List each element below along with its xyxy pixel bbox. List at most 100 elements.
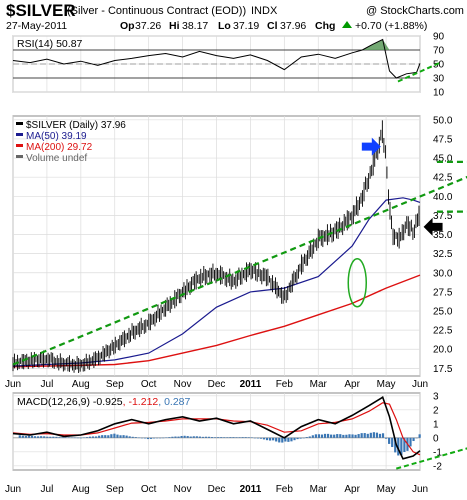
y-tick-label: 17.5 [433,364,453,375]
rsi-label-bg [14,37,109,49]
macd-label-part: , 0.287 [158,396,190,408]
y-tick-label: 3 [433,391,439,402]
legend-entry: MA(200) 29.72 [26,142,93,153]
macd-histogram-bar [247,437,250,438]
macd-histogram-bar [27,435,31,438]
x-tick-label: Sep [106,484,124,495]
macd-histogram-bar [336,434,339,438]
macd-histogram-bar [146,437,150,440]
macd-histogram-bar [351,434,354,438]
exchange-label: INDX [251,5,278,17]
x-tick-label: 2011 [240,484,262,495]
macd-histogram-bar [403,437,406,452]
macd-histogram-bar [43,436,46,438]
y-tick-label: 35.0 [433,230,453,241]
macd-histogram-bar [348,434,351,438]
macd-histogram-bar [342,434,345,438]
macd-histogram-bar [46,436,49,438]
macd-histogram-bar [400,437,403,456]
macd-histogram-bar [272,437,275,441]
x-tick-label: Jul [41,379,54,390]
rsi-label: RSI(14) 50.87 [17,38,83,50]
x-tick-label: Jun [5,484,21,495]
macd-histogram-bar [189,436,192,438]
legend-swatch [16,144,23,147]
macd-histogram-bar [388,437,391,444]
macd-histogram-bar [409,437,412,447]
low-label: Lo [218,20,231,32]
macd-histogram-bar [134,437,137,438]
macd-histogram-bar [168,437,171,438]
macd-histogram-bar [125,435,128,438]
macd-histogram-bar [302,437,305,439]
x-tick-label: Nov [174,484,192,495]
y-tick-label: 47.5 [433,134,453,145]
macd-histogram-bar [226,437,229,438]
macd-histogram-bar [140,437,143,439]
macd-line [12,395,421,460]
macd-histogram-bar [171,436,174,438]
macd-histogram-bar [165,437,168,438]
y-tick-label: 0 [433,433,439,444]
macd-histogram-bar [333,434,336,438]
legend-swatch [16,155,23,158]
macd-histogram-bar [122,435,125,438]
rsi-line [12,38,421,79]
change-label: Chg [315,20,335,32]
macd-histogram-bar [21,435,24,438]
macd-histogram-bar [79,437,82,439]
open-label: Op [120,20,135,32]
macd-histogram-bar [40,436,43,438]
macd-histogram-bar [24,436,27,438]
x-tick-label: Sep [106,379,124,390]
macd-histogram-bar [186,436,189,438]
macd-histogram-bar [357,434,360,438]
macd-histogram-bar [177,436,180,438]
macd-histogram-bar [345,434,348,438]
y-tick-label: 27.5 [433,287,453,298]
macd-histogram-bar [52,436,55,438]
macd-histogram-bar [85,437,89,438]
macd-histogram-bar [317,434,321,438]
macd-histogram-bar [369,432,372,438]
macd-histogram-bar [418,434,421,438]
y-tick-label: 50 [433,60,445,71]
macd-histogram-bar [94,436,98,438]
macd-histogram-bar [223,437,226,438]
macd-histogram-bar [354,434,357,438]
macd-histogram-bar [241,437,244,438]
macd-x-axis: Jun Jul Aug Sep Oct Nov Dec 2011 Feb Mar Apr May Jun [5,484,428,495]
legend-swatch [16,133,23,136]
macd-trendline [395,447,467,470]
macd-histogram-bar [101,435,104,438]
price-trendline [12,175,467,366]
y-tick-label: 90 [433,32,445,43]
y-tick-label: 37.5 [433,211,453,222]
macd-histogram-bar [91,436,95,438]
macd-histogram-bar [265,437,269,441]
x-tick-label: Jun [412,484,428,495]
y-tick-label: 32.5 [433,249,453,260]
y-tick-label: 50.0 [433,115,453,126]
macd-histogram-bar [232,437,235,438]
change-value: +0.70 (+1.88%) [355,20,427,32]
macd-histogram-bar [375,432,379,438]
date-label: 27-May-2011 [6,20,67,32]
macd-panel: -2 -1 0 1 2 3 MACD(12,26,9) -0.925, -1.212, 0.… [12,391,467,472]
macd-histogram-bar [308,436,311,438]
macd-histogram-bar [262,437,266,440]
symbol-description: (Silver - Continuous Contract (EOD)) [67,5,246,17]
copyright-label: @ StockCharts.com [366,5,464,17]
macd-histogram-bar [320,434,324,438]
y-tick-label: 1 [433,419,439,430]
macd-histogram-bar [363,433,366,438]
macd-histogram-bar [64,437,67,438]
macd-histogram-bar [113,433,116,438]
macd-histogram-bar [290,437,293,442]
y-tick-label: 70 [433,46,445,57]
macd-histogram-bar [323,433,327,438]
macd-histogram-bar [195,436,198,438]
macd-histogram-bar [201,436,205,438]
macd-histogram-bar [256,437,259,439]
